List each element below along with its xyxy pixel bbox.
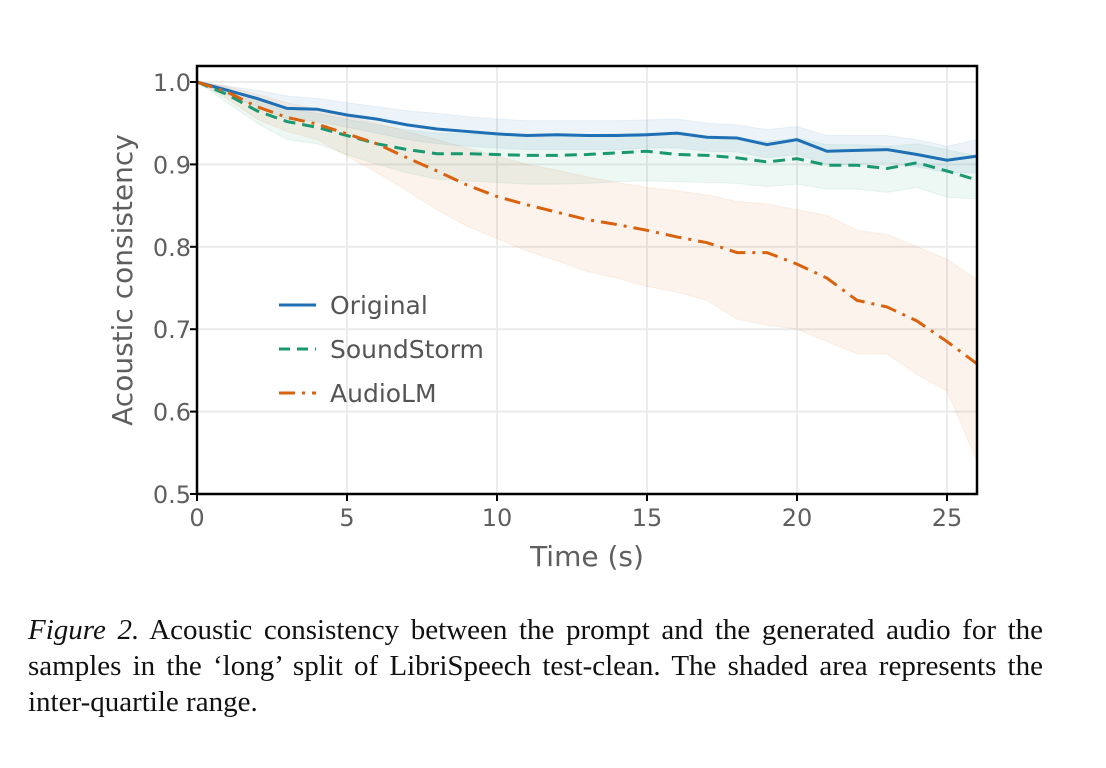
x-tick-label: 10 <box>482 504 513 532</box>
legend: Original SoundStorm AudioLM <box>279 291 484 408</box>
x-tick-label: 0 <box>189 504 204 532</box>
legend-label-audiolm: AudioLM <box>330 379 437 408</box>
axis-ticks: 0 5 10 15 20 25 0.5 0.6 0.7 0.8 0.9 1.0 <box>153 69 962 532</box>
grid-lines <box>197 66 977 494</box>
y-axis-title: Acoustic consistency <box>106 134 139 426</box>
soundstorm-line <box>196 80 978 182</box>
legend-label-original: Original <box>330 291 428 320</box>
caption-text: Acoustic consistency between the prompt … <box>28 614 1043 718</box>
x-axis-title: Time (s) <box>529 540 644 573</box>
figure-caption: Figure 2. Acoustic consistency between t… <box>28 612 1043 720</box>
y-tick-label: 0.5 <box>153 481 191 509</box>
y-tick-label: 0.9 <box>153 151 191 179</box>
y-tick-label: 0.6 <box>153 399 191 427</box>
line-chart: 0 5 10 15 20 25 0.5 0.6 0.7 0.8 0.9 1.0 Time (s) Ac… <box>106 64 979 573</box>
iqr-bands <box>196 81 978 462</box>
y-tick-label: 0.7 <box>153 316 191 344</box>
series-lines <box>196 80 978 366</box>
legend-label-soundstorm: SoundStorm <box>330 335 484 364</box>
y-tick-label: 1.0 <box>153 69 191 97</box>
audiolm-line <box>196 80 978 366</box>
x-tick-label: 25 <box>932 504 963 532</box>
figure-label: Figure 2. <box>28 614 140 646</box>
y-tick-label: 0.8 <box>153 234 191 262</box>
x-tick-label: 20 <box>782 504 813 532</box>
original-line <box>196 80 978 162</box>
x-tick-label: 5 <box>339 504 354 532</box>
plot-frame <box>195 64 979 496</box>
x-tick-label: 15 <box>632 504 663 532</box>
